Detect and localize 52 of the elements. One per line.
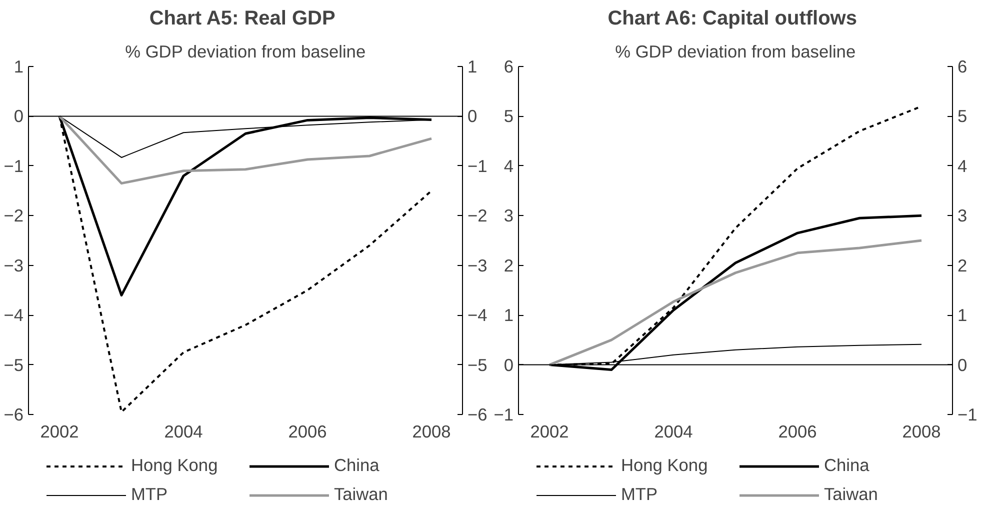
y2-tick-label: −3	[4, 255, 24, 276]
legend-label: China	[334, 455, 380, 476]
y-tick-label: −6	[468, 404, 488, 424]
y-tick-label: 1	[468, 56, 478, 76]
y-tick-label: −4	[468, 305, 488, 326]
y2-tick-label: −1	[958, 404, 978, 424]
y-tick-label: −3	[468, 255, 488, 276]
x-tick-label: 2002	[530, 422, 569, 442]
y2-tick-label: 5	[958, 106, 968, 126]
y-tick-label: 0	[468, 106, 478, 126]
legend-label: MTP	[131, 484, 169, 505]
y-tick-label: 1	[504, 305, 514, 326]
legend-label: China	[824, 455, 870, 476]
x-tick-label: 2004	[164, 422, 204, 442]
y-tick-label: 5	[504, 106, 514, 126]
chart-subtitle: % GDP deviation from baseline	[125, 42, 366, 62]
chart-subtitle: % GDP deviation from baseline	[615, 42, 856, 62]
legend-label: MTP	[621, 484, 659, 505]
y2-tick-label: −5	[4, 354, 24, 375]
x-tick-label: 2008	[412, 422, 451, 442]
y-tick-label: −1	[494, 404, 514, 424]
y-tick-label: 0	[504, 354, 514, 375]
y2-tick-label: 1	[14, 56, 24, 76]
y2-tick-label: 2	[958, 255, 968, 276]
y-tick-label: −5	[468, 354, 488, 375]
y2-tick-label: −4	[4, 305, 24, 326]
y2-tick-label: 6	[958, 56, 968, 76]
legend-label: Hong Kong	[621, 455, 709, 476]
legend-label: Hong Kong	[131, 455, 219, 476]
legend-label: Taiwan	[824, 484, 879, 505]
y-tick-label: −1	[468, 156, 488, 176]
y-tick-label: 3	[504, 206, 514, 226]
y2-tick-label: 0	[14, 106, 24, 126]
x-tick-label: 2006	[778, 422, 817, 442]
y2-tick-label: −2	[4, 206, 24, 226]
x-tick-label: 2004	[654, 422, 694, 442]
y2-tick-label: −6	[4, 404, 24, 424]
y2-tick-label: 1	[958, 305, 968, 326]
y-tick-label: −2	[468, 206, 488, 226]
x-tick-label: 2006	[288, 422, 327, 442]
y2-tick-label: 4	[958, 156, 968, 176]
y-tick-label: 4	[504, 156, 514, 176]
y2-tick-label: −1	[4, 156, 24, 176]
y2-tick-label: 0	[958, 354, 968, 375]
y-tick-label: 2	[504, 255, 514, 276]
chart-title: Chart A6: Capital outflows	[608, 8, 857, 30]
chart-title: Chart A5: Real GDP	[149, 8, 336, 30]
x-tick-label: 2002	[40, 422, 79, 442]
y-tick-label: 6	[504, 56, 514, 76]
legend-label: Taiwan	[334, 484, 389, 505]
y2-tick-label: 3	[958, 206, 968, 226]
x-tick-label: 2008	[902, 422, 941, 442]
